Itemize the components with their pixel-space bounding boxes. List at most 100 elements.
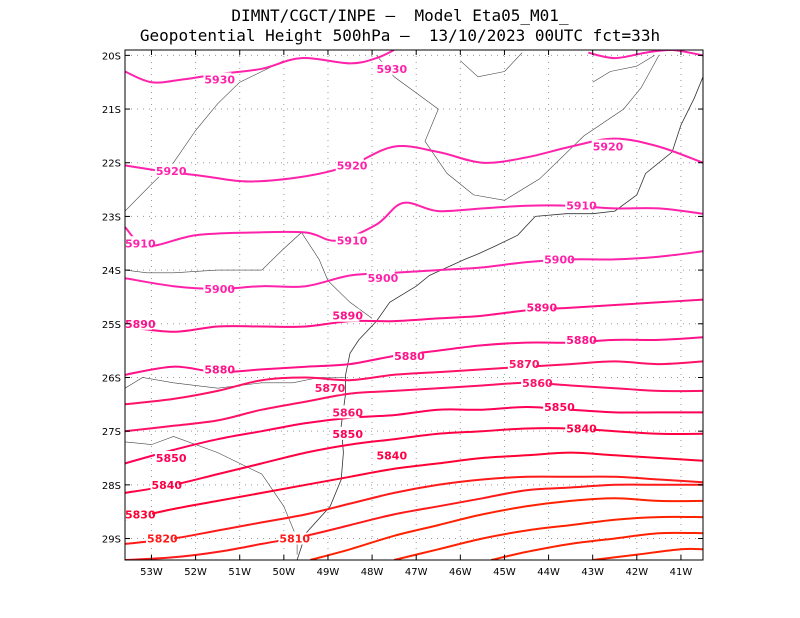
contour-line-5870 [125, 360, 703, 406]
contour-label-bg [543, 252, 572, 266]
lat-tick-label-26S: 26S [102, 373, 121, 384]
contour-label: 5810 [279, 533, 310, 546]
contour-label-bg [124, 236, 152, 250]
contour-label: 5920 [593, 141, 624, 154]
contour-label: 5930 [376, 63, 407, 76]
contour-line-5770 [592, 547, 703, 560]
contour-line-5930 [125, 50, 395, 84]
contour-label: 5920 [156, 165, 187, 178]
contour-label-bg [331, 405, 360, 419]
contour-label: 5870 [509, 358, 540, 371]
contour-label: 5890 [332, 310, 363, 323]
lon-tick-label-50W: 50W [273, 567, 296, 578]
contour-label: 5910 [337, 235, 368, 248]
contour-label-bg [393, 349, 422, 362]
lat-tick-label-21S: 21S [102, 105, 121, 116]
contour-label: 5900 [204, 283, 235, 296]
contour-label-bg [525, 300, 554, 314]
contour-labels: 5930 5930 5920 5920 5920 5910 5910 5910 5900 5900… [124, 61, 624, 546]
axis-ticks: 20S 21S 22S 23S 24S 25S 26S 27S 28S 29S 53W 52W 51W 5… [102, 50, 703, 578]
lon-tick-label-47W: 47W [405, 567, 428, 578]
contour-line-5930 [588, 50, 703, 60]
contour-label-bg [335, 233, 364, 247]
contour-label: 5860 [332, 406, 363, 419]
lon-tick-label-46W: 46W [449, 567, 472, 578]
contour-label: 5820 [147, 533, 178, 546]
contour-label-bg [375, 61, 404, 75]
contour-line-5850 [125, 405, 703, 465]
contour-line-5810 [125, 483, 703, 560]
contour-label: 5850 [332, 428, 363, 441]
contour-label-bg [154, 163, 183, 177]
contour-label-bg [335, 158, 364, 172]
contour-label: 5880 [566, 334, 597, 347]
contour-label-bg [313, 381, 342, 395]
contour-line-5820 [125, 475, 703, 545]
contour-line-5790 [393, 515, 703, 560]
contour-label: 5900 [544, 253, 575, 266]
lat-tick-label-28S: 28S [102, 481, 121, 492]
contour-label: 5890 [527, 302, 558, 315]
contour-line-5860 [125, 381, 703, 433]
lat-tick-label-29S: 29S [102, 535, 121, 546]
contour-label-bg [375, 448, 404, 462]
lat-tick-label-20S: 20S [102, 51, 121, 62]
lon-tick-label-42W: 42W [626, 567, 649, 578]
contour-label-bg [565, 198, 594, 212]
state-border [592, 55, 655, 83]
contour-label-bg [366, 271, 395, 285]
contour-label-bg [203, 362, 232, 376]
lon-tick-label-43W: 43W [581, 567, 604, 578]
lat-tick-label-22S: 22S [102, 159, 121, 170]
contour-label-bg [150, 477, 179, 491]
lon-tick-label-52W: 52W [184, 567, 207, 578]
contour-label: 5840 [566, 422, 597, 435]
map-title-line-2: Geopotential Height 500hPa — 13/10/2023 … [139, 26, 661, 45]
plot-frame [124, 49, 704, 561]
contour-label: 5930 [204, 74, 235, 87]
contour-label-bg [591, 139, 620, 153]
contour-label-bg [203, 281, 232, 295]
contour-line-5800 [310, 497, 703, 560]
contour-label: 5870 [315, 382, 346, 395]
lon-tick-label-44W: 44W [537, 567, 560, 578]
contour-label: 5840 [151, 479, 182, 492]
map-title-line-1: DIMNT/CGCT/INPE — Model Eta05_M01_ [231, 6, 569, 25]
contour-line-5830 [125, 451, 703, 521]
lon-tick-label-41W: 41W [670, 567, 693, 578]
lat-tick-label-23S: 23S [102, 212, 121, 223]
contour-label-bg [521, 375, 550, 389]
contour-label: 5910 [125, 237, 156, 250]
contour-label: 5880 [394, 350, 425, 363]
lon-tick-label-49W: 49W [317, 567, 340, 578]
graticule [125, 50, 703, 560]
contour-label: 5840 [376, 449, 407, 462]
contour-label: 5850 [544, 401, 575, 414]
lon-tick-label-45W: 45W [493, 567, 516, 578]
state-border [376, 55, 660, 201]
contour-label-bg [331, 426, 360, 440]
contour-label-bg [565, 332, 594, 346]
contour-label-bg [124, 507, 152, 521]
height-contours [125, 50, 703, 560]
contour-label-bg [278, 531, 307, 545]
contour-label: 5910 [566, 200, 597, 213]
lat-tick-label-24S: 24S [102, 266, 121, 277]
contour-label: 5850 [156, 452, 187, 465]
lat-tick-label-27S: 27S [102, 427, 121, 438]
contour-label-bg [124, 316, 152, 330]
contour-label-bg [154, 451, 183, 464]
contour-label: 5900 [368, 272, 399, 285]
contour-label: 5830 [125, 508, 156, 521]
contour-label-bg [331, 308, 360, 322]
lon-tick-label-48W: 48W [361, 567, 384, 578]
lon-tick-label-51W: 51W [228, 567, 251, 578]
contour-label: 5880 [204, 363, 235, 376]
state-border [125, 60, 284, 212]
state-border [125, 232, 373, 319]
state-border [460, 52, 523, 78]
lat-tick-label-25S: 25S [102, 320, 121, 331]
contour-label: 5860 [522, 377, 553, 390]
contour-line-5890 [125, 298, 703, 333]
